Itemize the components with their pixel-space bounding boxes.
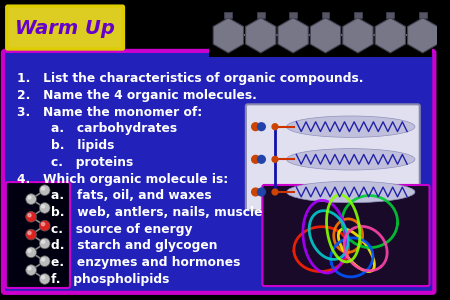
Text: b.   web, antlers, nails, muscle: b. web, antlers, nails, muscle	[18, 206, 263, 219]
FancyBboxPatch shape	[387, 12, 394, 18]
Text: e.   enzymes and hormones: e. enzymes and hormones	[18, 256, 241, 269]
Text: a.   carbohydrates: a. carbohydrates	[18, 122, 178, 135]
Circle shape	[41, 205, 45, 208]
Text: 3.   Name the monomer of:: 3. Name the monomer of:	[18, 106, 203, 119]
Text: c.   source of energy: c. source of energy	[18, 223, 193, 236]
Circle shape	[257, 188, 265, 196]
Circle shape	[28, 249, 31, 252]
Polygon shape	[278, 18, 308, 53]
FancyBboxPatch shape	[262, 185, 429, 286]
Circle shape	[257, 123, 265, 130]
Polygon shape	[310, 18, 341, 53]
Circle shape	[41, 240, 45, 244]
Circle shape	[272, 156, 278, 162]
FancyBboxPatch shape	[3, 51, 434, 293]
Circle shape	[39, 185, 50, 196]
Text: c.   proteins: c. proteins	[18, 156, 134, 169]
Circle shape	[26, 247, 36, 258]
Ellipse shape	[287, 181, 415, 203]
Circle shape	[252, 188, 260, 196]
FancyBboxPatch shape	[289, 12, 297, 18]
Text: 1.   List the characteristics of organic compounds.: 1. List the characteristics of organic c…	[18, 72, 364, 85]
Circle shape	[28, 196, 31, 199]
Ellipse shape	[287, 148, 415, 170]
FancyBboxPatch shape	[354, 12, 362, 18]
Circle shape	[252, 123, 260, 130]
Text: a.   fats, oil, and waxes: a. fats, oil, and waxes	[18, 189, 212, 202]
Circle shape	[39, 202, 50, 213]
Circle shape	[26, 194, 36, 204]
Circle shape	[41, 187, 45, 190]
Text: d.   starch and glycogen: d. starch and glycogen	[18, 239, 218, 252]
Polygon shape	[408, 18, 438, 53]
Text: f.   phospholipids: f. phospholipids	[18, 273, 170, 286]
Circle shape	[28, 267, 31, 270]
Circle shape	[39, 274, 50, 284]
FancyBboxPatch shape	[257, 12, 265, 18]
Circle shape	[28, 214, 31, 217]
Polygon shape	[343, 18, 373, 53]
Circle shape	[26, 265, 36, 275]
Circle shape	[26, 229, 36, 240]
Polygon shape	[213, 18, 243, 53]
FancyBboxPatch shape	[246, 104, 420, 210]
FancyBboxPatch shape	[2, 6, 435, 294]
Polygon shape	[375, 18, 405, 53]
Polygon shape	[246, 18, 276, 53]
FancyBboxPatch shape	[209, 6, 432, 57]
FancyBboxPatch shape	[6, 182, 70, 288]
Circle shape	[39, 238, 50, 249]
Circle shape	[41, 223, 45, 226]
FancyBboxPatch shape	[225, 12, 232, 18]
Circle shape	[28, 231, 31, 235]
Text: Warm Up: Warm Up	[15, 19, 115, 38]
Circle shape	[272, 124, 278, 130]
Circle shape	[26, 212, 36, 222]
FancyBboxPatch shape	[419, 12, 427, 18]
Ellipse shape	[287, 116, 415, 137]
FancyBboxPatch shape	[7, 6, 123, 49]
Text: 4.   Which organic molecule is:: 4. Which organic molecule is:	[18, 172, 229, 185]
FancyBboxPatch shape	[322, 12, 329, 18]
Circle shape	[252, 155, 260, 163]
Circle shape	[257, 155, 265, 163]
Circle shape	[39, 256, 50, 266]
Circle shape	[41, 276, 45, 279]
Text: b.   lipids: b. lipids	[18, 139, 115, 152]
Circle shape	[272, 189, 278, 195]
Circle shape	[41, 258, 45, 261]
Text: 2.   Name the 4 organic molecules.: 2. Name the 4 organic molecules.	[18, 89, 257, 102]
Circle shape	[39, 220, 50, 231]
